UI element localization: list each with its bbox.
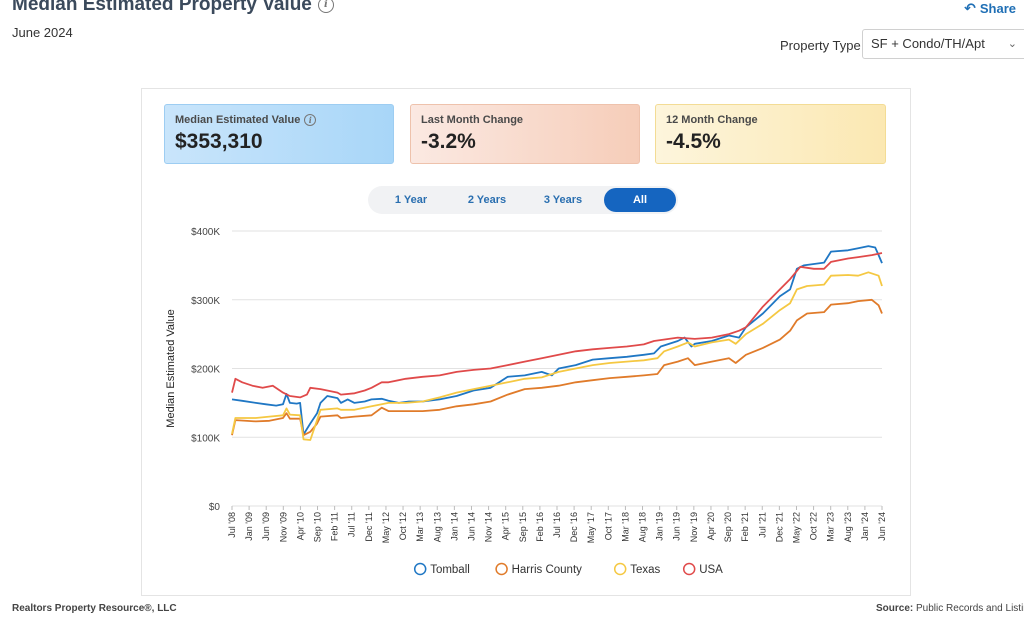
x-tick-label: Sep '20 bbox=[723, 512, 733, 542]
x-tick-label: Jul '08 bbox=[227, 512, 237, 538]
legend-label: USA bbox=[699, 564, 723, 576]
x-tick-label: Mar '23 bbox=[826, 512, 836, 542]
x-tick-label: Apr '15 bbox=[501, 512, 511, 540]
x-tick-label: Apr '20 bbox=[706, 512, 716, 540]
property-type-label: Property Type bbox=[780, 38, 861, 53]
legend-label: Harris County bbox=[512, 564, 583, 576]
x-tick-label: Aug '18 bbox=[638, 512, 648, 542]
x-tick-label: Feb '11 bbox=[330, 512, 340, 541]
x-tick-label: Jul '21 bbox=[757, 512, 767, 538]
time-range-selector: 1 Year 2 Years 3 Years All bbox=[368, 186, 678, 214]
median-value-card: Median Estimated Value i $353,310 bbox=[164, 104, 394, 164]
x-tick-label: Jul '16 bbox=[552, 512, 562, 538]
y-tick-label: $0 bbox=[209, 502, 221, 513]
x-tick-label: Jan '09 bbox=[244, 512, 254, 541]
x-tick-label: Mar '13 bbox=[415, 512, 425, 542]
property-type-select[interactable]: SF + Condo/TH/Apt ⌄ bbox=[862, 29, 1024, 59]
range-3-years-button[interactable]: 3 Years bbox=[543, 194, 583, 206]
share-icon: ↶ bbox=[964, 0, 976, 16]
y-tick-label: $300K bbox=[191, 296, 220, 307]
x-tick-label: May '17 bbox=[586, 512, 596, 543]
share-button[interactable]: ↶ Share bbox=[964, 0, 1016, 16]
x-tick-label: Jan '19 bbox=[655, 512, 665, 541]
x-tick-label: Nov '19 bbox=[689, 512, 699, 542]
footer-source: Source: Public Records and Listings bbox=[876, 603, 1024, 614]
x-tick-label: Aug '13 bbox=[432, 512, 442, 542]
x-tick-label: Feb '21 bbox=[740, 512, 750, 542]
x-tick-label: Jun '09 bbox=[261, 512, 271, 541]
x-tick-label: Dec '16 bbox=[569, 512, 579, 542]
legend-label: Texas bbox=[630, 564, 660, 576]
stat-value: -4.5% bbox=[666, 130, 721, 153]
chevron-down-icon: ⌄ bbox=[1007, 38, 1017, 50]
chart-card bbox=[141, 88, 911, 596]
footer-attribution: Realtors Property Resource®, LLC bbox=[12, 603, 177, 614]
info-icon[interactable]: i bbox=[317, 0, 334, 13]
x-tick-label: Dec '21 bbox=[774, 512, 784, 542]
x-tick-label: Apr '10 bbox=[295, 512, 305, 540]
legend-marker bbox=[682, 562, 696, 576]
line-chart: $0 $100K $200K $300K $400K Median Estimated V… bbox=[165, 227, 887, 576]
info-icon[interactable]: i bbox=[304, 114, 317, 127]
stat-value: $353,310 bbox=[175, 130, 263, 154]
legend-marker bbox=[413, 562, 427, 576]
x-tick-label: Nov '09 bbox=[278, 512, 288, 542]
x-tick-label: Oct '17 bbox=[603, 512, 613, 540]
last-month-change-card: Last Month Change -3.2% bbox=[410, 104, 640, 164]
x-tick-label: Oct '12 bbox=[398, 512, 408, 540]
x-tick-label: Oct '22 bbox=[809, 512, 819, 540]
x-tick-label: Mar '18 bbox=[620, 512, 630, 542]
series-line-usa bbox=[231, 252, 883, 399]
y-tick-label: $200K bbox=[191, 365, 220, 376]
x-tick-label: Dec '11 bbox=[364, 512, 374, 542]
range-2-years-button[interactable]: 2 Years bbox=[467, 194, 507, 206]
twelve-month-change-card: 12 Month Change -4.5% bbox=[655, 104, 886, 164]
range-all-button[interactable]: All bbox=[604, 188, 676, 212]
legend-label: Tomball bbox=[430, 564, 470, 576]
x-tick-label: Sep '10 bbox=[313, 512, 323, 542]
x-tick-label: Jul '11 bbox=[347, 512, 357, 537]
x-tick-label: Aug '23 bbox=[843, 512, 853, 542]
series-line-harris-county bbox=[231, 298, 883, 437]
y-tick-label: $100K bbox=[191, 433, 220, 444]
x-tick-label: May '22 bbox=[791, 512, 801, 543]
report-date: June 2024 bbox=[12, 25, 73, 40]
series-line-tomball bbox=[231, 245, 883, 436]
stat-value: -3.2% bbox=[421, 130, 476, 153]
x-tick-label: Feb '16 bbox=[535, 512, 545, 542]
legend-marker bbox=[495, 562, 508, 576]
legend-marker bbox=[613, 562, 627, 576]
x-tick-label: Sep '15 bbox=[518, 512, 528, 542]
range-1-year-button[interactable]: 1 Year bbox=[394, 194, 428, 206]
stat-label: Median Estimated Value bbox=[175, 114, 301, 126]
x-tick-label: Jun '24 bbox=[877, 512, 887, 541]
page-title: Median Estimated Property Value i bbox=[12, 0, 334, 16]
stat-label: Last Month Change bbox=[421, 114, 524, 126]
x-tick-label: Jun '14 bbox=[466, 512, 476, 541]
series-line-texas bbox=[231, 271, 883, 441]
y-tick-label: $400K bbox=[191, 227, 220, 238]
x-tick-label: May '12 bbox=[381, 512, 391, 543]
x-tick-label: Jan '24 bbox=[860, 512, 870, 541]
y-axis-label: Median Estimated Value bbox=[165, 309, 177, 427]
x-tick-label: Nov '14 bbox=[484, 512, 494, 542]
x-tick-label: Jan '14 bbox=[449, 512, 459, 541]
x-tick-label: Jun '19 bbox=[672, 512, 682, 541]
stat-label: 12 Month Change bbox=[666, 114, 758, 126]
